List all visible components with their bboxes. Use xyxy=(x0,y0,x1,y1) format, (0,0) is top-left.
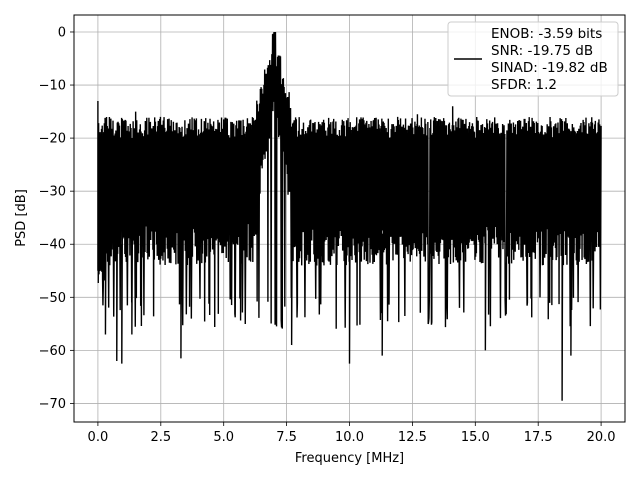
x-axis-label: Frequency [MHz] xyxy=(295,451,404,466)
x-tick-label: 20.0 xyxy=(587,430,616,445)
y-tick-label: −70 xyxy=(39,397,66,412)
y-tick-label: −40 xyxy=(39,238,66,253)
y-tick-label: −30 xyxy=(39,185,66,200)
y-tick-label: 0 xyxy=(58,25,66,40)
legend-line-snr: SNR: -19.75 dB xyxy=(491,43,593,59)
legend-entry: ENOB: -3.59 bits SNR: -19.75 dB SINAD: -… xyxy=(491,26,612,93)
psd-series-line xyxy=(97,31,602,401)
y-tick-label: −10 xyxy=(39,79,66,94)
legend-line-sinad: SINAD: -19.82 dB xyxy=(491,60,608,76)
x-tick-label: 7.5 xyxy=(276,430,297,445)
y-axis-label: PSD [dB] xyxy=(14,189,29,247)
series-layer xyxy=(97,31,602,401)
x-axis-ticks: 0.0 2.5 5.0 7.5 10.0 12.5 15.0 17.5 20.0 xyxy=(88,422,616,445)
x-tick-label: 15.0 xyxy=(461,430,490,445)
y-tick-label: −20 xyxy=(39,132,66,147)
legend: ENOB: -3.59 bits SNR: -19.75 dB SINAD: -… xyxy=(447,21,619,97)
x-tick-label: 2.5 xyxy=(150,430,171,445)
x-tick-label: 17.5 xyxy=(524,430,553,445)
x-tick-label: 12.5 xyxy=(398,430,427,445)
legend-line-enob: ENOB: -3.59 bits xyxy=(491,26,602,42)
x-tick-label: 10.0 xyxy=(335,430,364,445)
legend-box xyxy=(447,21,619,97)
legend-line-sfdr: SFDR: 1.2 xyxy=(491,77,557,93)
y-axis-ticks: 0 −10 −20 −30 −40 −50 −60 −70 xyxy=(39,25,74,412)
y-tick-label: −50 xyxy=(39,291,66,306)
y-tick-label: −60 xyxy=(39,344,66,359)
x-tick-label: 0.0 xyxy=(88,430,109,445)
x-tick-label: 5.0 xyxy=(213,430,234,445)
